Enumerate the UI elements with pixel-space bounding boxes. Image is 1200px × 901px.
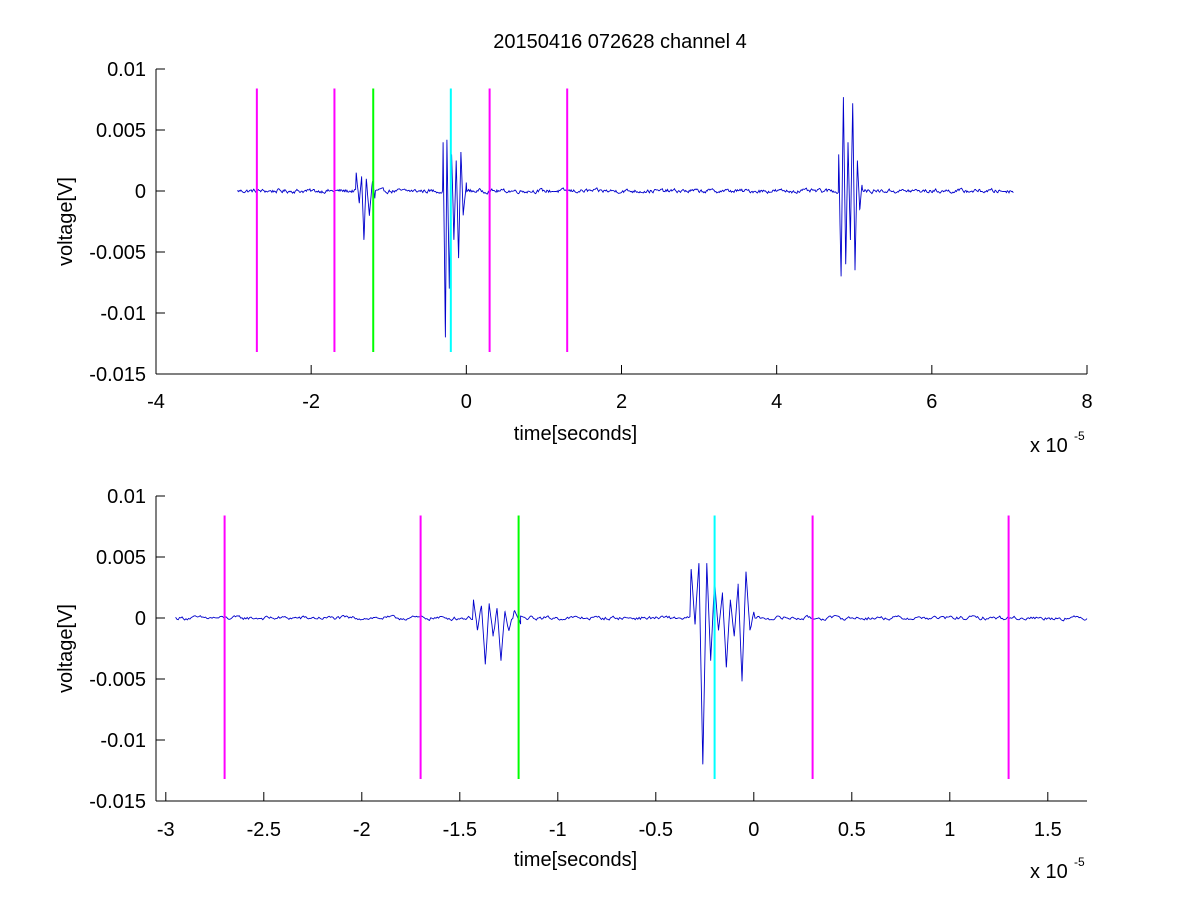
x-tick-label: 2 bbox=[616, 391, 627, 413]
y-tick-label: 0 bbox=[135, 181, 146, 203]
y-tick-label: -0.01 bbox=[100, 303, 146, 325]
y-tick-label: 0 bbox=[135, 608, 146, 630]
voltage-series-line bbox=[237, 97, 1014, 338]
x-tick-label: -2 bbox=[302, 391, 320, 413]
x-multiplier-label: x 10 bbox=[1030, 861, 1068, 883]
top-subplot: 0.01 0.005 0 -0.005 -0.01 -0.015-4 -2 0 2 4 6 8 time… bbox=[55, 59, 1093, 457]
voltage-series-line bbox=[175, 563, 1088, 765]
x-multiplier-exponent: -5 bbox=[1074, 429, 1085, 443]
y-tick-label: -0.015 bbox=[89, 364, 146, 386]
y-tick-label: 0.005 bbox=[96, 547, 146, 569]
x-tick-label: 0 bbox=[461, 391, 472, 413]
y-axis-label: voltage[V] bbox=[55, 604, 77, 693]
x-tick-label: -2.5 bbox=[247, 819, 281, 841]
x-tick-label: -4 bbox=[147, 391, 165, 413]
x-tick-label: 1 bbox=[944, 819, 955, 841]
x-tick-label: -3 bbox=[157, 819, 175, 841]
y-tick-label: -0.005 bbox=[89, 669, 146, 691]
x-tick-label: 0.5 bbox=[838, 819, 866, 841]
y-axis-label: voltage[V] bbox=[55, 177, 77, 266]
y-tick-label: -0.015 bbox=[89, 791, 146, 813]
x-tick-label: 0 bbox=[748, 819, 759, 841]
x-tick-label: 8 bbox=[1081, 391, 1092, 413]
figure-title: 20150416 072628 channel 4 bbox=[493, 31, 747, 53]
x-tick-label: -1 bbox=[549, 819, 567, 841]
y-tick-label: 0.005 bbox=[96, 120, 146, 142]
x-tick-label: 6 bbox=[926, 391, 937, 413]
x-tick-label: -2 bbox=[353, 819, 371, 841]
x-tick-label: 1.5 bbox=[1034, 819, 1062, 841]
x-multiplier-label: x 10 bbox=[1030, 435, 1068, 457]
x-multiplier-exponent: -5 bbox=[1074, 855, 1085, 869]
y-tick-label: -0.01 bbox=[100, 730, 146, 752]
x-tick-label: 4 bbox=[771, 391, 782, 413]
y-tick-label: 0.01 bbox=[107, 59, 146, 81]
y-tick-label: -0.005 bbox=[89, 242, 146, 264]
bottom-subplot: 0.01 0.005 0 -0.005 -0.01 -0.015 -3 -2.5 -2 -1.5 -… bbox=[55, 486, 1088, 883]
x-tick-label: -0.5 bbox=[639, 819, 673, 841]
x-axis-label: time[seconds] bbox=[514, 423, 637, 445]
x-axis-label: time[seconds] bbox=[514, 849, 637, 871]
x-tick-label: -1.5 bbox=[443, 819, 477, 841]
y-tick-label: 0.01 bbox=[107, 486, 146, 508]
